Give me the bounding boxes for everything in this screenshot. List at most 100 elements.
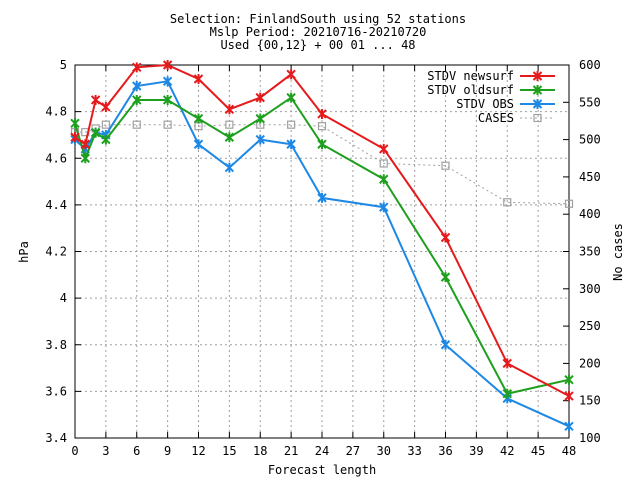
series-stdv-newsurf xyxy=(70,60,574,402)
x-tick-label: 0 xyxy=(71,444,78,458)
data-point xyxy=(101,134,111,145)
data-point xyxy=(440,339,451,350)
legend-label: CASES xyxy=(478,111,514,125)
data-point xyxy=(502,358,512,369)
y2-tick-label: 450 xyxy=(579,170,601,184)
data-point xyxy=(162,76,173,87)
data-point xyxy=(564,374,574,385)
data-point xyxy=(80,153,90,164)
data-point xyxy=(224,104,235,115)
x-tick-label: 48 xyxy=(562,444,576,458)
data-point xyxy=(162,60,173,70)
data-point xyxy=(163,120,172,129)
data-point xyxy=(90,127,101,138)
data-point xyxy=(564,421,574,432)
y-axis-label: hPa xyxy=(17,241,31,263)
legend-label: STDV newsurf xyxy=(427,69,514,83)
x-tick-label: 18 xyxy=(253,444,267,458)
data-point xyxy=(225,120,234,129)
y2-axis-label: No cases xyxy=(611,223,625,281)
data-point xyxy=(317,139,327,150)
data-point xyxy=(193,139,204,150)
data-point xyxy=(101,120,110,129)
y-tick-label: 4.8 xyxy=(45,105,67,119)
data-point xyxy=(90,94,101,105)
x-tick-label: 27 xyxy=(346,444,360,458)
x-tick-label: 9 xyxy=(164,444,171,458)
data-point xyxy=(317,192,327,203)
y-axis-ticks: 3.4 3.6 3.8 4 4.2 4.4 4.6 4.8 5 xyxy=(45,58,81,445)
data-point xyxy=(286,92,296,103)
data-point xyxy=(132,62,142,73)
y2-tick-label: 550 xyxy=(579,95,601,109)
x-tick-label: 36 xyxy=(438,444,452,458)
data-point xyxy=(255,113,265,124)
y2-tick-label: 100 xyxy=(579,431,601,445)
y2-tick-label: 200 xyxy=(579,356,601,370)
data-point xyxy=(379,174,389,185)
x-tick-label: 39 xyxy=(469,444,483,458)
y-tick-label: 5 xyxy=(60,58,67,72)
data-point xyxy=(132,80,142,91)
data-point xyxy=(70,118,80,129)
data-point xyxy=(317,122,327,131)
x-tick-label: 21 xyxy=(284,444,298,458)
legend-marker xyxy=(532,99,543,109)
data-point xyxy=(132,120,141,129)
x-tick-label: 33 xyxy=(407,444,421,458)
data-point xyxy=(564,199,574,208)
data-point xyxy=(317,108,327,119)
x-tick-label: 45 xyxy=(531,444,545,458)
data-point xyxy=(286,139,296,150)
series xyxy=(70,60,574,432)
y-tick-label: 3.6 xyxy=(45,384,67,398)
y2-tick-label: 300 xyxy=(579,282,601,296)
title-line: Mslp Period: 20210716-20210720 xyxy=(210,25,427,39)
data-point xyxy=(564,391,574,402)
y2-tick-label: 500 xyxy=(579,133,601,147)
data-point xyxy=(255,92,265,103)
y-tick-label: 4 xyxy=(60,291,67,305)
x-tick-label: 6 xyxy=(133,444,140,458)
x-axis-ticks: 0 3 6 9 12 15 18 21 24 27 30 33 36 39 42 45 48 xyxy=(71,65,576,458)
data-point xyxy=(132,94,142,105)
y-tick-label: 3.4 xyxy=(45,431,67,445)
y2-tick-label: 150 xyxy=(579,394,601,408)
data-point xyxy=(224,132,235,143)
y2-axis-ticks: 100 150 200 250 300 350 400 450 500 550 600 xyxy=(563,58,601,445)
chart-title: Selection: FinlandSouth using 52 station… xyxy=(170,12,466,52)
x-tick-label: 24 xyxy=(315,444,329,458)
data-point xyxy=(441,161,450,170)
legend-label: STDV oldsurf xyxy=(427,83,514,97)
data-point xyxy=(287,120,296,129)
x-tick-label: 30 xyxy=(377,444,391,458)
data-point xyxy=(379,143,389,154)
x-axis-label: Forecast length xyxy=(268,463,376,477)
legend-marker xyxy=(532,71,543,81)
series-stdv-oldsurf xyxy=(70,92,574,399)
data-point xyxy=(224,162,235,173)
y2-tick-label: 400 xyxy=(579,207,601,221)
y-tick-label: 3.8 xyxy=(45,338,67,352)
data-point xyxy=(286,69,296,80)
data-point xyxy=(193,113,204,124)
legend-marker xyxy=(532,85,543,95)
data-point xyxy=(379,159,388,168)
data-point xyxy=(503,198,512,207)
data-point xyxy=(162,94,173,105)
series-line xyxy=(75,124,570,205)
data-point xyxy=(440,272,451,283)
y-tick-label: 4.2 xyxy=(45,245,67,259)
title-line: Used {00,12} + 00 01 ... 48 xyxy=(220,38,415,52)
x-tick-label: 42 xyxy=(500,444,514,458)
x-tick-label: 3 xyxy=(102,444,109,458)
data-point xyxy=(440,232,451,243)
series-line xyxy=(74,80,570,428)
y2-tick-label: 350 xyxy=(579,245,601,259)
legend-marker xyxy=(533,113,542,123)
y-tick-label: 4.6 xyxy=(45,151,67,165)
data-point xyxy=(193,73,204,84)
data-point xyxy=(70,132,80,143)
